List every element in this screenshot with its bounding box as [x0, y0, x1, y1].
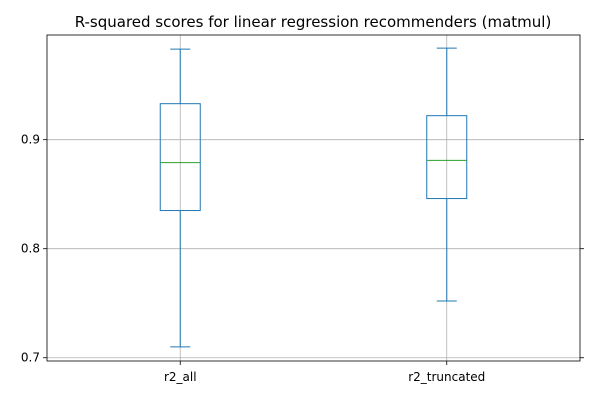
axes: 0.7 0.8 0.9 r2_all r2_truncated [21, 34, 584, 384]
box-r2_all [159, 48, 201, 348]
x-tick-label: r2_all [164, 370, 197, 384]
box-r2_truncated [426, 47, 468, 302]
iqr-box [159, 103, 201, 212]
box-layer [159, 47, 468, 348]
x-tick-label: r2_truncated [408, 370, 485, 384]
y-tick-label: 0.8 [21, 242, 40, 256]
chart-title: R-squared scores for linear regression r… [75, 13, 552, 31]
y-tick-label: 0.9 [21, 133, 40, 147]
grid-lines [47, 35, 580, 361]
iqr-box [426, 115, 468, 200]
y-tick-label: 0.7 [21, 351, 40, 365]
plot-frame [46, 34, 581, 362]
